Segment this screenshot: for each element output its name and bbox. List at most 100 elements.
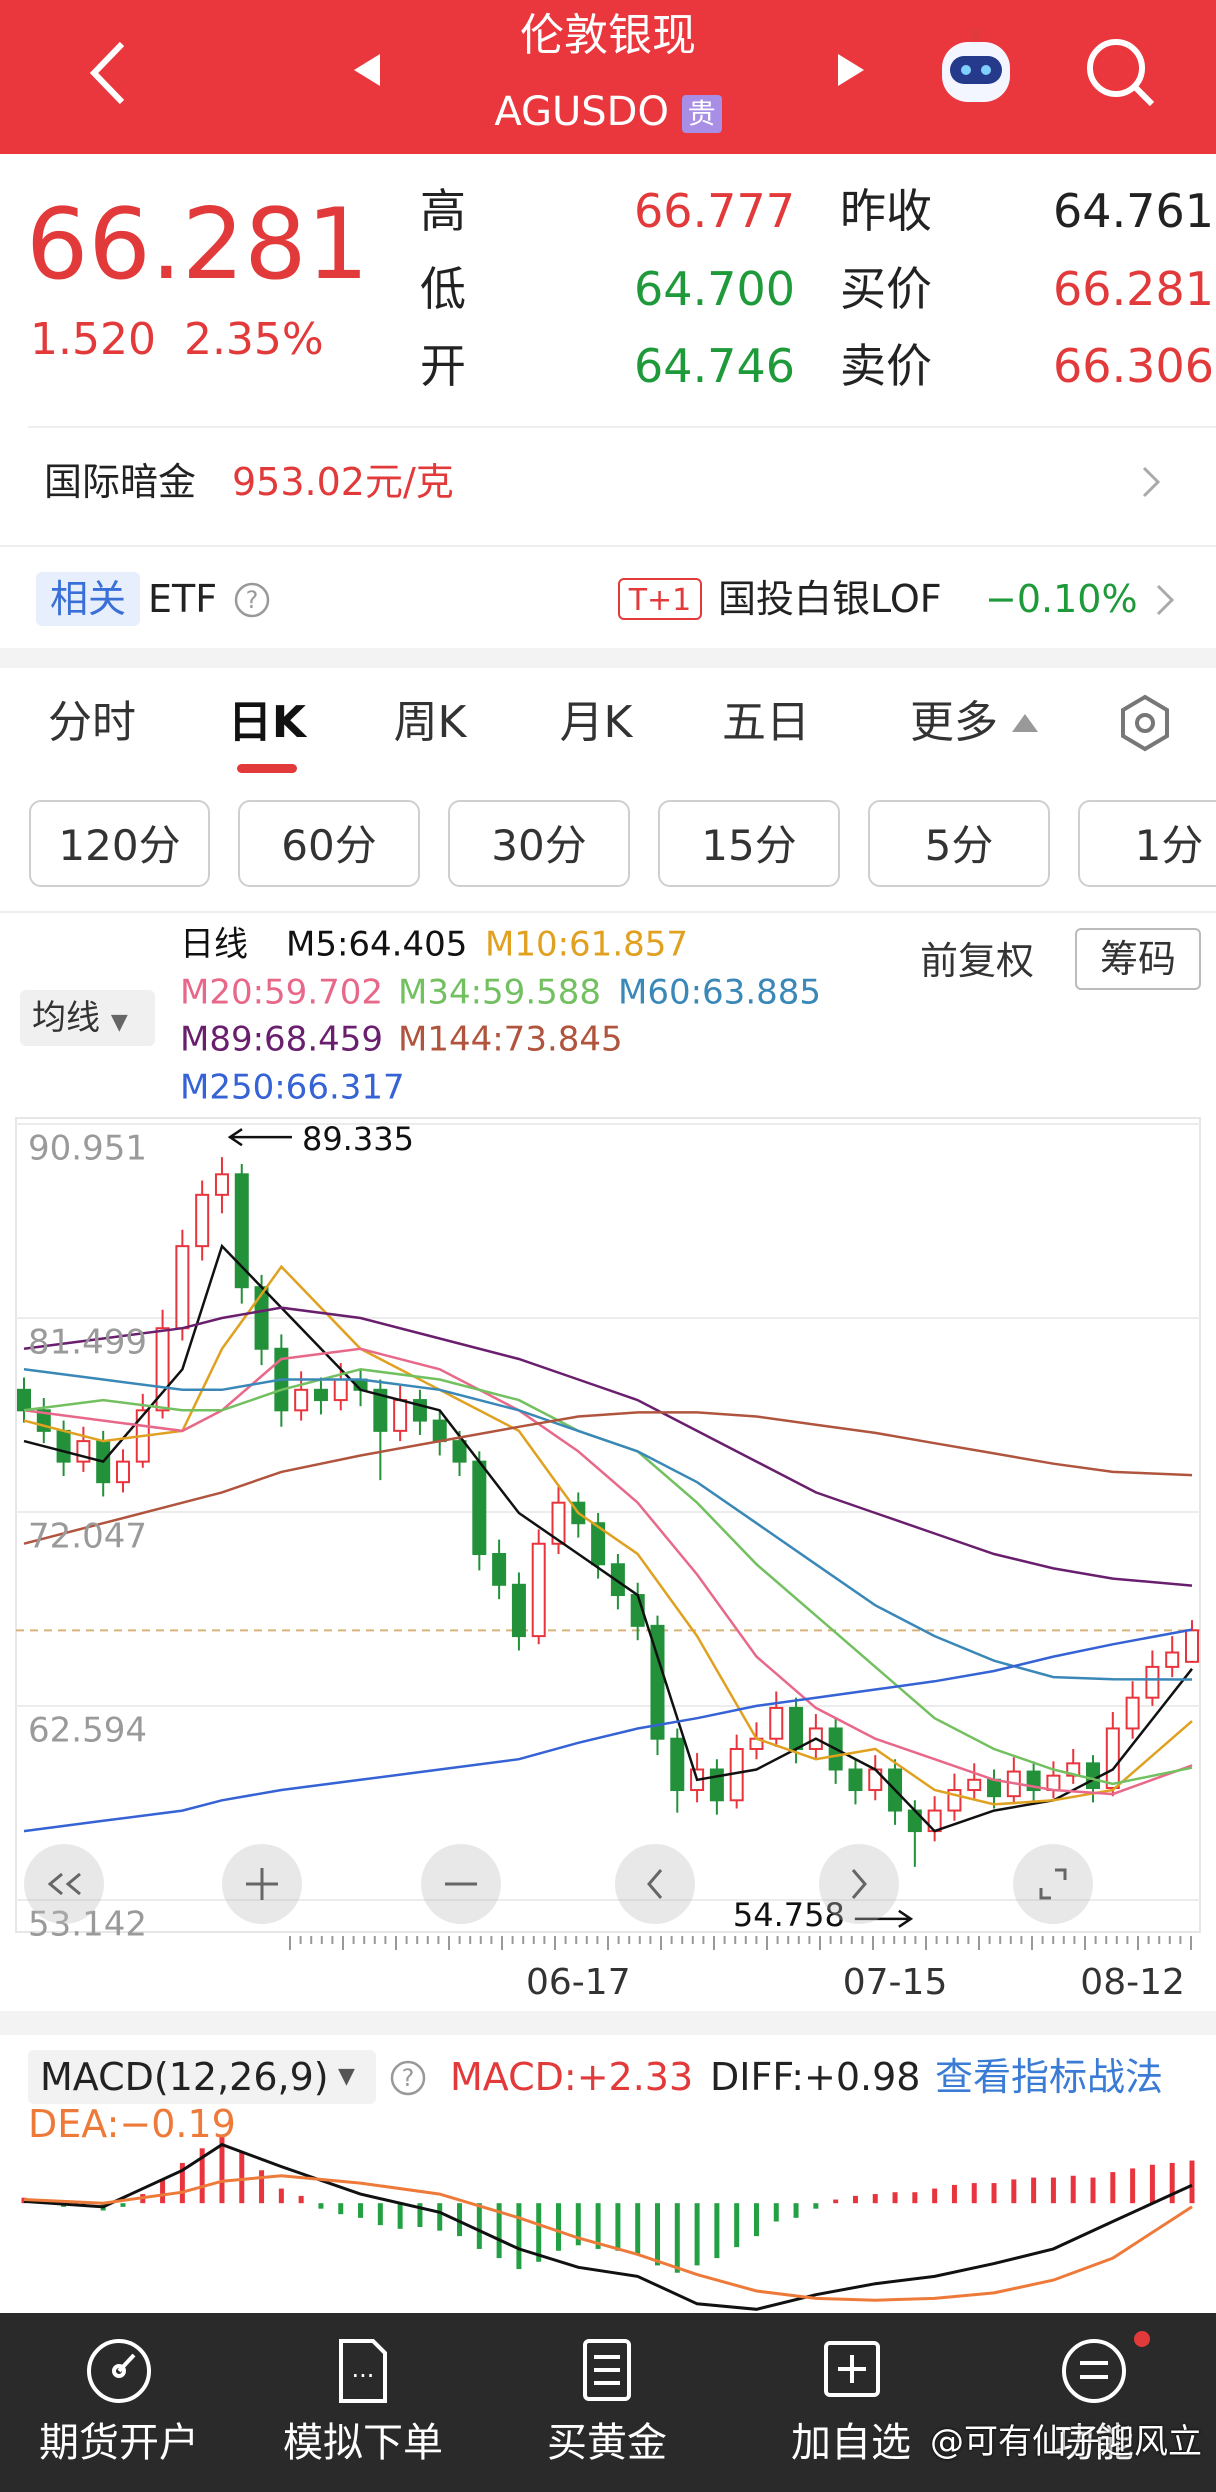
candle-body xyxy=(1086,1762,1101,1789)
tab[interactable]: 分时 xyxy=(48,697,136,748)
macd-bar xyxy=(575,2203,581,2246)
header-code: AGUSDO xyxy=(494,89,669,135)
quote-value: 66.281 xyxy=(1053,262,1214,316)
period-button[interactable]: 120分 xyxy=(29,800,210,887)
candle-body xyxy=(650,1624,665,1740)
macd-bar xyxy=(1189,2160,1195,2204)
zoom-control[interactable] xyxy=(1013,1844,1093,1924)
nav-icon[interactable] xyxy=(824,2341,880,2397)
nav-label[interactable]: 期货开户 xyxy=(39,2420,199,2466)
period-button[interactable]: 30分 xyxy=(448,800,630,887)
change-pct: 2.35% xyxy=(183,314,324,365)
macd-bar xyxy=(1050,2177,1056,2204)
period-button[interactable]: 5分 xyxy=(868,800,1050,887)
fund-change: −0.10% xyxy=(985,577,1138,621)
quote-value: 66.306 xyxy=(1053,339,1214,393)
svg-text:···: ··· xyxy=(352,2362,375,2390)
macd-bar xyxy=(437,2203,443,2231)
macd-selector[interactable] xyxy=(28,2050,376,2104)
tab[interactable]: 更多 xyxy=(910,697,998,748)
ma-line xyxy=(23,1264,1193,1806)
nav-icon[interactable] xyxy=(583,2339,631,2401)
candle-body xyxy=(987,1778,1002,1798)
quote-label: 买价 xyxy=(840,262,932,316)
nav-icon[interactable] xyxy=(87,2339,151,2403)
macd-bar xyxy=(1110,2172,1116,2204)
ma-line xyxy=(23,1368,1193,1681)
strategy-link[interactable]: 查看指标战法 xyxy=(935,2055,1164,2099)
tab[interactable]: 月K xyxy=(559,697,633,748)
macd-bar xyxy=(932,2188,938,2204)
macd-bar xyxy=(615,2203,621,2251)
period-button[interactable]: 15分 xyxy=(658,800,840,887)
macd-bar xyxy=(476,2203,482,2249)
macd-bar xyxy=(991,2183,997,2204)
zoom-control[interactable] xyxy=(615,1844,695,1924)
nav-label[interactable]: 加自选 xyxy=(791,2420,911,2466)
nav-label[interactable]: 功能 xyxy=(1054,2420,1134,2466)
macd-bar xyxy=(457,2203,463,2237)
back-button[interactable] xyxy=(80,38,140,108)
prev-button[interactable] xyxy=(350,50,386,90)
nav-label[interactable]: 模拟下单 xyxy=(283,2420,443,2466)
nav-icon[interactable] xyxy=(1062,2339,1126,2403)
period-button[interactable]: 60分 xyxy=(238,800,420,887)
divider xyxy=(0,545,1216,547)
candle-body xyxy=(531,1542,546,1638)
tab-active[interactable]: 日K xyxy=(227,697,307,748)
zoom-control[interactable] xyxy=(24,1844,104,1924)
chips-button[interactable]: 筹码 xyxy=(1075,928,1201,990)
macd-bar xyxy=(1070,2175,1076,2204)
candle-body xyxy=(511,1583,526,1638)
macd-bar xyxy=(239,2151,245,2204)
fund-name[interactable]: 国投白银LOF xyxy=(718,577,942,621)
x-tick-label: 06-17 xyxy=(526,1962,631,2003)
macd-bar xyxy=(556,2203,562,2251)
legend-title: 日线 xyxy=(180,925,248,965)
macd-bar xyxy=(852,2195,858,2204)
quote-value: 66.777 xyxy=(634,184,795,238)
macd-bar xyxy=(397,2203,403,2229)
zoom-control[interactable] xyxy=(421,1844,501,1924)
period-button[interactable]: 1分 xyxy=(1078,800,1216,887)
tab[interactable]: 周K xyxy=(393,697,467,748)
macd-bar xyxy=(259,2170,265,2204)
ma-button[interactable]: 均线 ▼ xyxy=(20,990,155,1046)
settings-icon[interactable] xyxy=(1115,693,1175,753)
legend-entry: M60:63.885 xyxy=(618,973,821,1013)
robot-icon[interactable] xyxy=(930,26,1022,114)
candle-body xyxy=(610,1563,625,1597)
y-tick-label: 53.142 xyxy=(28,1905,147,1945)
header-title: 伦敦银现 xyxy=(520,10,696,61)
next-button[interactable] xyxy=(832,50,868,90)
info-value[interactable]: 953.02元/克 xyxy=(232,460,454,504)
macd-bar xyxy=(951,2184,957,2204)
zoom-control[interactable] xyxy=(819,1844,899,1924)
section-gap xyxy=(0,2011,1216,2035)
macd-bar xyxy=(160,2179,166,2204)
help-icon[interactable]: ? xyxy=(232,580,272,620)
x-tick-label: 07-15 xyxy=(843,1962,948,2003)
macd-title: MACD(12,26,9) xyxy=(40,2055,329,2099)
zoom-control[interactable] xyxy=(222,1844,302,1924)
related-etf: ETF xyxy=(148,577,218,621)
zoom-control-icon xyxy=(47,1872,81,1896)
tab[interactable]: 五日 xyxy=(722,697,810,748)
nav-icon[interactable] xyxy=(339,2339,387,2403)
macd-bar xyxy=(912,2192,918,2204)
macd-bar xyxy=(833,2199,839,2204)
min-label: 54.758 xyxy=(733,1896,845,1934)
candle-body xyxy=(115,1460,130,1484)
macd-bar xyxy=(199,2148,205,2204)
candle-body xyxy=(1046,1774,1061,1792)
candle-body xyxy=(769,1706,784,1740)
y-tick-label: 72.047 xyxy=(28,1516,147,1556)
macd-bar xyxy=(1031,2177,1037,2204)
legend-entry: M20:59.702 xyxy=(180,973,383,1013)
search-button[interactable] xyxy=(1080,32,1160,112)
candle-body xyxy=(472,1460,487,1556)
help-icon[interactable]: ? xyxy=(388,2058,428,2098)
nav-label[interactable]: 买黄金 xyxy=(547,2420,667,2466)
adjust-label[interactable]: 前复权 xyxy=(920,939,1035,983)
